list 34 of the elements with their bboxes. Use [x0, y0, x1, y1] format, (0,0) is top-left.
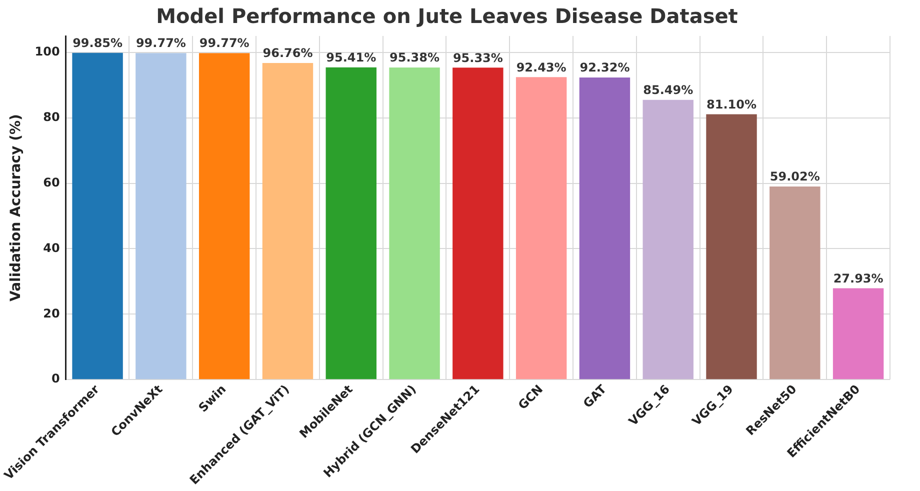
data-label: 27.93%: [833, 271, 884, 286]
bar: [579, 77, 630, 380]
data-label: 95.38%: [390, 50, 440, 65]
data-label: 99.77%: [136, 36, 186, 50]
y-axis-title: Validation Accuracy (%): [8, 114, 24, 302]
data-label: 92.43%: [516, 60, 566, 74]
bar: [516, 77, 567, 380]
bar: [389, 67, 440, 380]
chart-title: Model Performance on Jute Leaves Disease Dataset: [156, 4, 738, 28]
y-tick-label: 20: [43, 306, 60, 320]
y-tick-label: 80: [43, 110, 60, 124]
y-tick-label: 40: [43, 240, 60, 255]
data-label: 81.10%: [706, 97, 756, 112]
bar: [452, 68, 504, 380]
y-tick-label: 0: [51, 372, 60, 386]
data-label: 95.41%: [326, 50, 376, 65]
data-label: 92.32%: [580, 60, 630, 75]
y-tick-label: 60: [43, 175, 60, 190]
data-label: 59.02%: [770, 170, 820, 184]
bar: [770, 186, 820, 380]
data-label: 95.33%: [452, 50, 503, 65]
data-label: 96.76%: [262, 46, 313, 60]
bar: [706, 114, 757, 380]
data-label: 99.77%: [199, 36, 250, 50]
bar: [72, 52, 123, 380]
data-label: 85.49%: [643, 82, 694, 97]
bar: [832, 288, 884, 380]
data-label: 99.85%: [72, 36, 123, 50]
bar: [262, 62, 314, 380]
bar: [136, 53, 186, 380]
y-tick-label: 100: [34, 44, 60, 58]
bar: [642, 100, 694, 380]
bar: [198, 53, 250, 380]
bar: [326, 67, 376, 380]
